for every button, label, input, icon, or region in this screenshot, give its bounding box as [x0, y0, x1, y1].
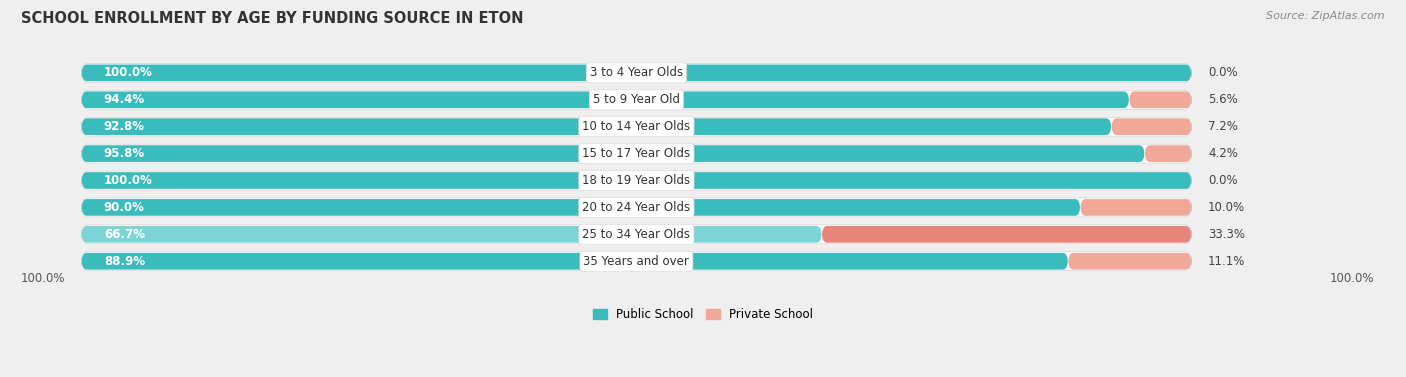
FancyBboxPatch shape: [1111, 118, 1191, 135]
Text: 20 to 24 Year Olds: 20 to 24 Year Olds: [582, 201, 690, 214]
FancyBboxPatch shape: [1129, 92, 1191, 108]
Text: 18 to 19 Year Olds: 18 to 19 Year Olds: [582, 174, 690, 187]
FancyBboxPatch shape: [82, 198, 1191, 217]
Text: 95.8%: 95.8%: [104, 147, 145, 160]
Text: 0.0%: 0.0%: [1208, 174, 1237, 187]
Text: 100.0%: 100.0%: [21, 272, 65, 285]
FancyBboxPatch shape: [82, 90, 1191, 109]
FancyBboxPatch shape: [82, 144, 1191, 163]
Text: 7.2%: 7.2%: [1208, 120, 1237, 133]
FancyBboxPatch shape: [82, 226, 821, 243]
Text: 4.2%: 4.2%: [1208, 147, 1237, 160]
FancyBboxPatch shape: [82, 63, 1191, 82]
Text: 0.0%: 0.0%: [1208, 66, 1237, 80]
Text: 66.7%: 66.7%: [104, 228, 145, 241]
FancyBboxPatch shape: [82, 172, 1191, 189]
FancyBboxPatch shape: [82, 64, 1191, 81]
Text: 33.3%: 33.3%: [1208, 228, 1244, 241]
Text: Source: ZipAtlas.com: Source: ZipAtlas.com: [1267, 11, 1385, 21]
Text: 100.0%: 100.0%: [1330, 272, 1374, 285]
FancyBboxPatch shape: [82, 118, 1111, 135]
FancyBboxPatch shape: [82, 199, 1080, 216]
Text: 90.0%: 90.0%: [104, 201, 145, 214]
FancyBboxPatch shape: [82, 117, 1191, 136]
FancyBboxPatch shape: [82, 252, 1191, 271]
Text: 5 to 9 Year Old: 5 to 9 Year Old: [593, 93, 681, 106]
FancyBboxPatch shape: [82, 253, 1069, 270]
Text: 100.0%: 100.0%: [104, 174, 153, 187]
Text: 15 to 17 Year Olds: 15 to 17 Year Olds: [582, 147, 690, 160]
Text: 3 to 4 Year Olds: 3 to 4 Year Olds: [591, 66, 683, 80]
Text: 10.0%: 10.0%: [1208, 201, 1246, 214]
Text: 35 Years and over: 35 Years and over: [583, 255, 689, 268]
Legend: Public School, Private School: Public School, Private School: [588, 303, 818, 326]
FancyBboxPatch shape: [82, 145, 1144, 162]
Text: 10 to 14 Year Olds: 10 to 14 Year Olds: [582, 120, 690, 133]
Text: SCHOOL ENROLLMENT BY AGE BY FUNDING SOURCE IN ETON: SCHOOL ENROLLMENT BY AGE BY FUNDING SOUR…: [21, 11, 523, 26]
Text: 100.0%: 100.0%: [104, 66, 153, 80]
Text: 88.9%: 88.9%: [104, 255, 145, 268]
FancyBboxPatch shape: [1069, 253, 1191, 270]
FancyBboxPatch shape: [821, 226, 1191, 243]
FancyBboxPatch shape: [82, 171, 1191, 190]
FancyBboxPatch shape: [1080, 199, 1191, 216]
FancyBboxPatch shape: [82, 92, 1129, 108]
Text: 92.8%: 92.8%: [104, 120, 145, 133]
Text: 11.1%: 11.1%: [1208, 255, 1246, 268]
FancyBboxPatch shape: [1144, 145, 1191, 162]
Text: 25 to 34 Year Olds: 25 to 34 Year Olds: [582, 228, 690, 241]
Text: 94.4%: 94.4%: [104, 93, 145, 106]
Text: 5.6%: 5.6%: [1208, 93, 1237, 106]
FancyBboxPatch shape: [82, 225, 1191, 244]
